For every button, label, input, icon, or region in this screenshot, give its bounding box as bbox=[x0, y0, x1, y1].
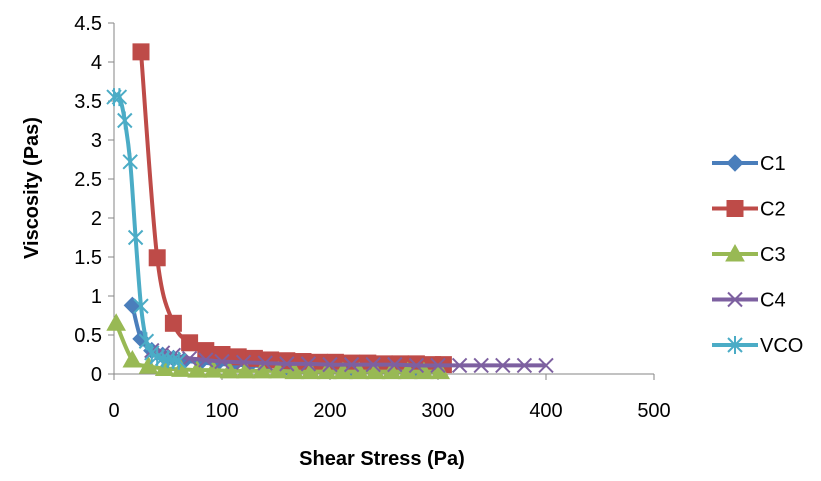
series-vco bbox=[106, 88, 187, 370]
data-point bbox=[111, 88, 128, 107]
data-point bbox=[187, 360, 208, 378]
y-tick-label: 3 bbox=[91, 130, 102, 152]
legend: C1 C2 C3 C4 VCO bbox=[712, 153, 803, 357]
data-point bbox=[127, 228, 144, 247]
data-point bbox=[268, 360, 289, 379]
x-tick-label: 400 bbox=[529, 400, 562, 422]
data-point bbox=[164, 314, 182, 332]
legend-item: C1 bbox=[712, 153, 786, 175]
x-tick-label: 500 bbox=[637, 400, 670, 422]
data-point bbox=[451, 357, 468, 374]
data-point bbox=[123, 296, 142, 315]
y-tick-label: 3.5 bbox=[74, 91, 102, 113]
data-point bbox=[154, 358, 175, 377]
legend-item: C2 bbox=[712, 199, 786, 221]
series-c2 bbox=[132, 43, 452, 374]
legend-label: C3 bbox=[760, 244, 786, 266]
x-axis-title: Shear Stress (Pa) bbox=[299, 448, 465, 470]
data-point bbox=[387, 356, 403, 373]
data-point bbox=[322, 356, 338, 373]
data-point bbox=[284, 361, 305, 380]
legend-item: C3 bbox=[712, 243, 786, 266]
legend-label: C4 bbox=[760, 290, 786, 312]
data-point bbox=[235, 360, 256, 379]
data-point bbox=[133, 297, 149, 316]
y-axis-title: Viscosity (Pas) bbox=[21, 117, 43, 259]
data-point bbox=[430, 361, 451, 380]
data-point bbox=[219, 360, 240, 379]
data-point bbox=[343, 356, 360, 373]
data-point bbox=[414, 361, 434, 380]
data-point bbox=[252, 360, 272, 379]
legend-marker bbox=[727, 291, 743, 308]
data-point bbox=[257, 355, 273, 371]
series-c3 bbox=[106, 313, 451, 380]
data-point bbox=[333, 361, 353, 380]
data-point bbox=[138, 356, 159, 374]
legend-marker bbox=[725, 243, 745, 262]
data-point bbox=[316, 361, 337, 380]
axes bbox=[108, 22, 655, 380]
x-tick-label: 300 bbox=[421, 400, 454, 422]
data-point bbox=[197, 342, 215, 360]
tick-labels: 0 0.5 1 1.5 2 2.5 3 3.5 4 4.5 0 100 200 300 400 500 bbox=[74, 13, 671, 422]
data-point bbox=[235, 354, 252, 371]
data-point bbox=[198, 352, 214, 368]
data-point bbox=[430, 357, 446, 374]
data-point bbox=[106, 313, 127, 331]
data-point bbox=[122, 152, 138, 171]
data-point bbox=[122, 349, 143, 368]
data-point bbox=[132, 43, 150, 61]
plot-area bbox=[106, 43, 554, 380]
data-point bbox=[279, 356, 295, 372]
data-point bbox=[300, 356, 317, 372]
legend-marker bbox=[726, 200, 744, 217]
y-tick-label: 0 bbox=[91, 364, 102, 386]
legend-label: VCO bbox=[760, 335, 803, 357]
y-tick-label: 4 bbox=[91, 52, 102, 74]
data-point bbox=[214, 353, 230, 370]
legend-item: VCO bbox=[712, 335, 803, 357]
legend-marker bbox=[727, 336, 743, 354]
data-point bbox=[408, 357, 425, 374]
legend-item: C4 bbox=[712, 290, 786, 312]
legend-label: C2 bbox=[760, 199, 786, 221]
data-point bbox=[349, 361, 370, 380]
legend-label: C1 bbox=[760, 153, 786, 175]
data-point bbox=[516, 357, 533, 374]
data-point bbox=[171, 359, 191, 377]
data-point bbox=[148, 249, 166, 267]
data-point bbox=[365, 356, 381, 373]
data-point bbox=[473, 357, 489, 374]
data-point bbox=[495, 357, 511, 374]
x-tick-label: 0 bbox=[108, 400, 119, 422]
legend-marker bbox=[726, 154, 744, 172]
y-tick-label: 0.5 bbox=[74, 325, 102, 347]
y-tick-label: 2.5 bbox=[74, 169, 102, 191]
x-tick-label: 100 bbox=[205, 400, 238, 422]
data-point bbox=[181, 334, 199, 352]
data-point bbox=[171, 351, 187, 370]
y-tick-label: 1 bbox=[91, 286, 102, 308]
x-tick-label: 200 bbox=[313, 400, 346, 422]
data-point bbox=[203, 360, 224, 378]
y-tick-label: 1.5 bbox=[74, 247, 102, 269]
data-point bbox=[117, 111, 133, 130]
series-line bbox=[139, 51, 444, 367]
y-tick-label: 2 bbox=[91, 208, 102, 230]
data-point bbox=[538, 357, 554, 374]
data-point bbox=[381, 361, 402, 380]
y-tick-label: 4.5 bbox=[74, 13, 102, 35]
